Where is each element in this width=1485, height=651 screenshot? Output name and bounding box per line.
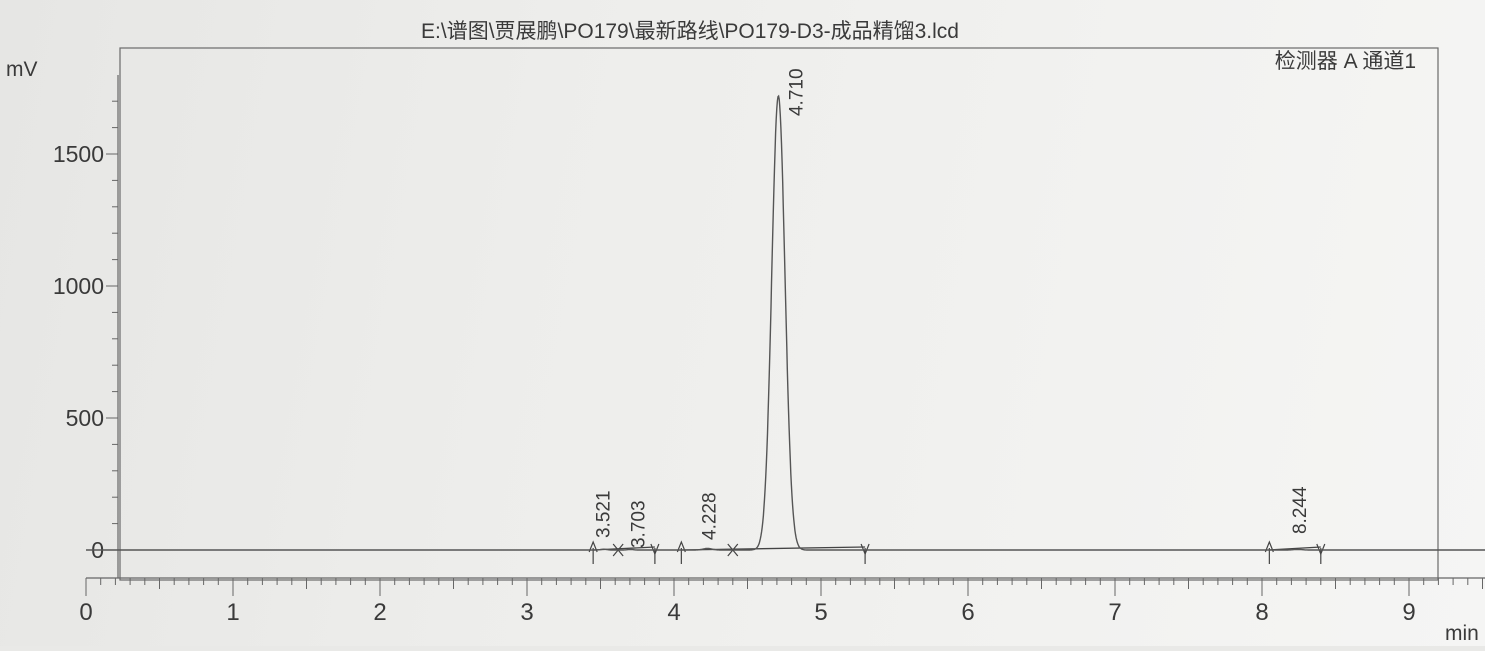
x-tick-label: 5 <box>814 599 827 626</box>
start-arrow <box>588 540 598 553</box>
end-arrow <box>860 543 870 556</box>
x-tick-label: 6 <box>961 599 974 626</box>
x-tick-label: 0 <box>79 599 92 626</box>
y-tick-label: 1500 <box>53 141 104 167</box>
y-axis-label: mV <box>6 58 38 81</box>
x-tick-label: 4 <box>667 599 680 626</box>
x-tick-label: 9 <box>1402 599 1415 626</box>
integration-markers <box>588 540 1326 564</box>
x-tick-label: 8 <box>1255 599 1268 626</box>
plot-frame <box>119 47 1439 581</box>
peak-rt-label: 3.521 <box>594 490 615 538</box>
end-arrow <box>650 543 660 556</box>
x-tick-label: 1 <box>226 599 239 626</box>
x-tick-label: 2 <box>373 599 386 626</box>
x-tick-label: 3 <box>520 599 533 626</box>
peak-rt-label: 4.710 <box>786 68 807 116</box>
chart-title: E:\谱图\贾展鹏\PO179\最新路线\PO179-D3-成品精馏3.lcd <box>421 20 959 43</box>
y-tick-label: 500 <box>66 405 104 431</box>
detector-label: 检测器 A 通道1 <box>1275 50 1416 73</box>
start-arrow <box>676 540 686 553</box>
x-tick-label: 7 <box>1108 599 1121 626</box>
peak-rt-label: 8.244 <box>1290 486 1311 534</box>
peak-rt-label: 4.228 <box>700 492 721 540</box>
x-axis: 0 1 2 3 4 5 6 7 8 9 <box>79 577 1485 626</box>
peak-labels: 3.521 3.703 4.228 4.710 8.244 <box>594 68 1311 548</box>
start-arrow <box>1264 540 1274 553</box>
x-axis-label: min <box>1445 622 1479 645</box>
peak-rt-label: 3.703 <box>628 500 649 548</box>
end-arrow <box>1316 543 1326 556</box>
chromatogram-trace <box>86 94 1485 551</box>
y-tick-label: 1000 <box>53 273 104 299</box>
